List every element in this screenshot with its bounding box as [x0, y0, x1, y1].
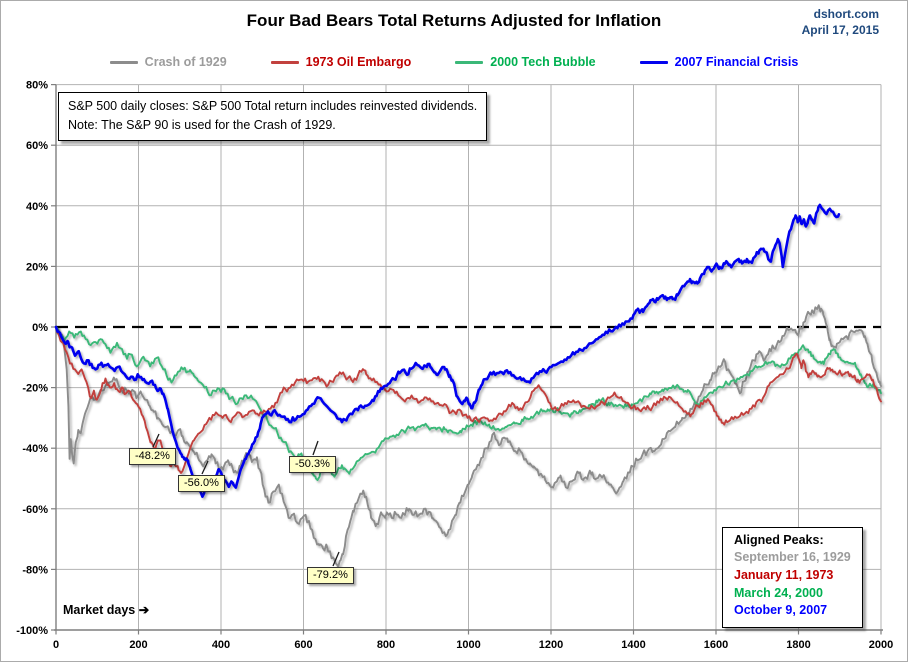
- annotation-callout: -50.3%: [289, 456, 336, 473]
- svg-text:20%: 20%: [26, 261, 48, 273]
- peak-date-1929: September 16, 1929: [734, 550, 851, 564]
- svg-text:60%: 60%: [26, 140, 48, 152]
- legend-item-tech-bubble: 2000 Tech Bubble: [455, 55, 596, 69]
- chart-date: April 17, 2015: [801, 23, 879, 37]
- note-box: S&P 500 daily closes: S&P 500 Total retu…: [58, 92, 488, 141]
- annotation-callout: -79.2%: [307, 567, 354, 584]
- svg-text:80%: 80%: [26, 80, 48, 92]
- red-line-swatch-icon: [270, 60, 299, 64]
- legend: Crash of 1929 1973 Oil Embargo 2000 Tech…: [1, 55, 907, 69]
- svg-text:1600: 1600: [704, 639, 728, 651]
- legend-label: Crash of 1929: [144, 55, 227, 69]
- legend-item-oil-embargo: 1973 Oil Embargo: [270, 55, 412, 69]
- aligned-peaks-box: Aligned Peaks: September 16, 1929 Januar…: [722, 527, 863, 628]
- svg-text:0: 0: [53, 639, 59, 651]
- legend-item-crash-1929: Crash of 1929: [109, 55, 227, 69]
- page-title: Four Bad Bears Total Returns Adjusted fo…: [246, 11, 662, 30]
- annotation-callout: -56.0%: [178, 475, 225, 492]
- svg-text:0%: 0%: [32, 322, 48, 334]
- source-link[interactable]: dshort.com: [813, 7, 879, 21]
- svg-text:1400: 1400: [621, 639, 645, 651]
- legend-label: 2000 Tech Bubble: [490, 55, 596, 69]
- blue-line-swatch-icon: [639, 60, 668, 64]
- svg-text:-20%: -20%: [22, 383, 48, 395]
- svg-text:200: 200: [129, 639, 147, 651]
- peak-date-2007: October 9, 2007: [734, 603, 828, 618]
- svg-text:400: 400: [212, 639, 230, 651]
- svg-text:-100%: -100%: [16, 625, 48, 637]
- svg-text:600: 600: [294, 639, 312, 651]
- green-line-swatch-icon: [455, 60, 484, 64]
- svg-text:40%: 40%: [26, 201, 48, 213]
- note-line-1: S&P 500 daily closes: S&P 500 Total retu…: [68, 99, 478, 113]
- svg-text:-40%: -40%: [22, 443, 48, 455]
- aligned-peaks-title: Aligned Peaks:: [734, 533, 824, 547]
- svg-text:1200: 1200: [539, 639, 563, 651]
- svg-text:-60%: -60%: [22, 504, 48, 516]
- peak-date-1973: January 11, 1973: [734, 567, 834, 582]
- source-block: dshort.com April 17, 2015: [802, 6, 879, 38]
- svg-text:1000: 1000: [456, 639, 480, 651]
- svg-text:800: 800: [377, 639, 395, 651]
- legend-label: 1973 Oil Embargo: [305, 55, 412, 69]
- legend-label: 2007 Financial Crisis: [674, 55, 799, 69]
- gray-line-swatch-icon: [109, 60, 138, 64]
- note-line-2: Note: The S&P 90 is used for the Crash o…: [68, 117, 336, 132]
- annotation-callout: -48.2%: [129, 448, 176, 465]
- svg-text:1800: 1800: [786, 639, 810, 651]
- peak-date-2000: March 24, 2000: [734, 585, 823, 600]
- svg-text:2000: 2000: [869, 639, 893, 651]
- svg-text:-80%: -80%: [22, 564, 48, 576]
- x-axis-title: Market days ➔: [63, 603, 150, 617]
- legend-item-financial-crisis: 2007 Financial Crisis: [639, 55, 799, 69]
